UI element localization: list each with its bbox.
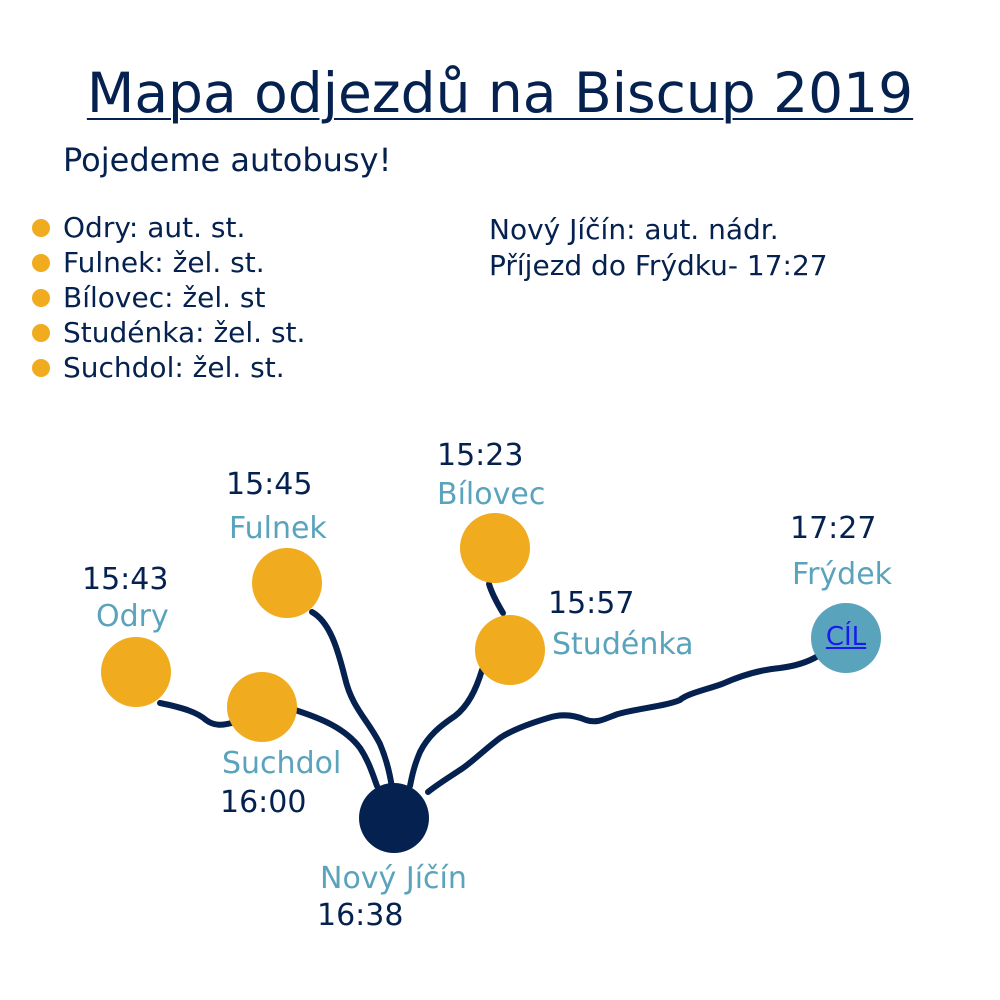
time-label-novy-jicin: 16:38	[317, 898, 403, 933]
list-item: Fulnek: žel. st.	[32, 245, 305, 280]
stop-marker-bilovec[interactable]	[460, 513, 530, 583]
stop-marker-odry[interactable]	[101, 637, 171, 707]
bullet-dot-icon	[32, 254, 50, 272]
place-label-frydek: Frýdek	[792, 557, 893, 592]
time-label-fulnek: 15:45	[226, 467, 312, 502]
place-label-studenka: Studénka	[552, 627, 694, 662]
route-suchdol-novy-jicin	[292, 707, 380, 789]
bullet-dot-icon	[32, 219, 50, 237]
place-label-odry: Odry	[96, 599, 169, 634]
hub-marker-novy-jicin[interactable]	[359, 783, 429, 853]
list-item-label: Suchdol: žel. st.	[63, 351, 285, 384]
time-label-odry: 15:43	[82, 562, 168, 597]
time-label-studenka: 15:57	[548, 586, 634, 621]
stop-marker-fulnek[interactable]	[252, 548, 322, 618]
goal-link[interactable]: CÍL	[825, 622, 867, 652]
bullet-dot-icon	[32, 359, 50, 377]
list-item: Bílovec: žel. st	[32, 280, 305, 315]
list-item-label: Odry: aut. st.	[63, 211, 246, 244]
list-item: Suchdol: žel. st.	[32, 350, 305, 385]
time-label-bilovec: 15:23	[437, 438, 523, 473]
list-item: Studénka: žel. st.	[32, 315, 305, 350]
stop-markers	[101, 513, 881, 853]
map-labels: 15:43 Odry 15:45 Fulnek 15:23 Bílovec 15…	[82, 438, 893, 933]
route-lines	[157, 581, 821, 795]
page-title: Mapa odjezdů na Biscup 2019	[86, 61, 914, 125]
stop-marker-suchdol[interactable]	[227, 672, 297, 742]
time-label-frydek: 17:27	[790, 511, 876, 546]
list-item-label: Fulnek: žel. st.	[63, 246, 265, 279]
departure-stops-list: Odry: aut. st. Fulnek: žel. st. Bílovec:…	[32, 210, 305, 385]
place-label-bilovec: Bílovec	[437, 477, 545, 512]
list-item-label: Bílovec: žel. st	[63, 281, 266, 314]
hub-note: Nový Jíčín: aut. nádr.	[489, 213, 779, 246]
bullet-dot-icon	[32, 324, 50, 342]
list-item: Odry: aut. st.	[32, 210, 305, 245]
route-frydek-novy-jicin	[425, 653, 821, 795]
page-subtitle: Pojedeme autobusy!	[63, 141, 392, 179]
route-odry-suchdol	[157, 700, 238, 728]
place-label-suchdol: Suchdol	[222, 746, 341, 781]
route-fulnek-novy-jicin	[309, 609, 395, 791]
time-label-suchdol: 16:00	[220, 785, 306, 820]
list-item-label: Studénka: žel. st.	[63, 316, 306, 349]
goal-marker-frydek[interactable]	[811, 603, 881, 673]
route-studenka-novy-jicin	[407, 667, 485, 789]
place-label-fulnek: Fulnek	[229, 511, 327, 546]
arrival-note: Příjezd do Frýdku- 17:27	[489, 249, 828, 282]
stop-marker-studenka[interactable]	[475, 615, 545, 685]
route-bilovec-studenka	[486, 581, 506, 616]
place-label-novy-jicin: Nový Jíčín	[320, 861, 467, 896]
bullet-dot-icon	[32, 289, 50, 307]
info-block: Nový Jíčín: aut. nádr. Příjezd do Frýdku…	[489, 212, 828, 284]
